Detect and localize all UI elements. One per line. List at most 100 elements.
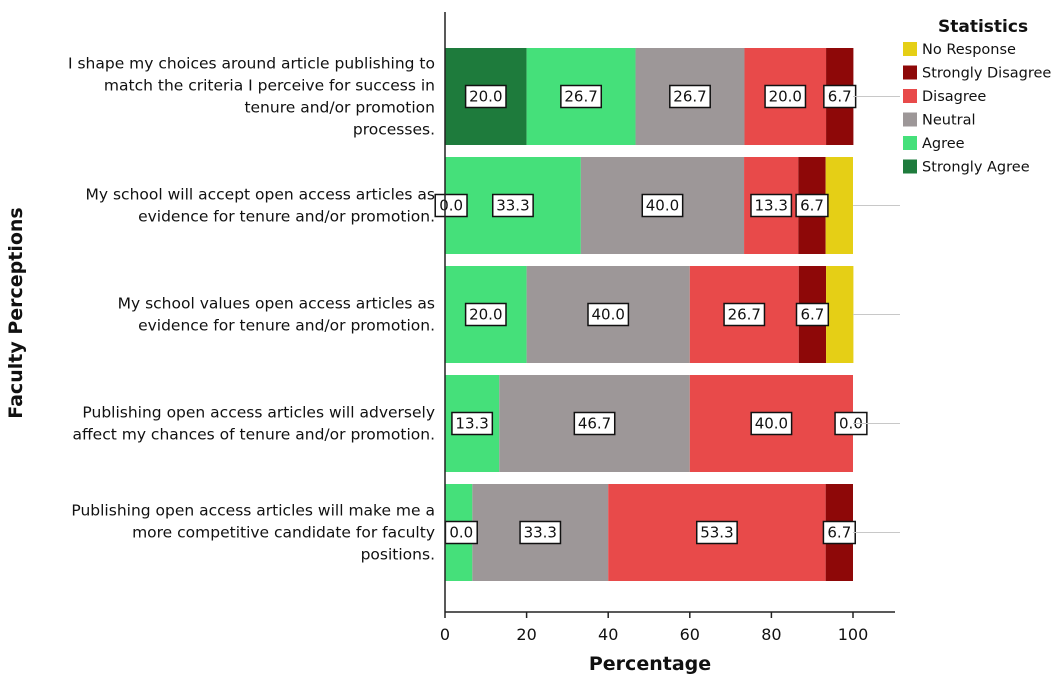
x-tick-label: 0 xyxy=(440,625,450,644)
data-label-text: 33.3 xyxy=(524,524,557,542)
data-label: 6.7 xyxy=(795,193,829,218)
data-label: 20.0 xyxy=(764,84,807,109)
category-label: My school will accept open access articl… xyxy=(86,186,436,226)
legend-title: Statistics xyxy=(938,17,1028,37)
category-label: My school values open access articles as… xyxy=(118,295,435,335)
category-label-line: Publishing open access articles will adv… xyxy=(82,404,435,422)
x-tick-label: 60 xyxy=(680,625,700,644)
category-label-line: processes. xyxy=(353,121,435,139)
data-label-box xyxy=(795,193,829,218)
data-label-box xyxy=(464,302,507,327)
axes-layer: 0 20 40 60 80 100 xyxy=(440,12,900,644)
data-label-box xyxy=(641,193,684,218)
category-labels-layer: I shape my choices around article publis… xyxy=(68,55,435,564)
data-label: 33.3 xyxy=(491,193,534,218)
legend-swatch xyxy=(903,65,917,80)
category-label-line: Publishing open access articles will mak… xyxy=(71,502,435,520)
legend-swatch xyxy=(903,136,917,150)
data-label: 26.7 xyxy=(560,84,603,109)
data-label-text: 0.0 xyxy=(839,415,863,433)
data-label-box xyxy=(669,84,711,109)
data-label-box xyxy=(587,302,630,327)
data-label-text: 40.0 xyxy=(646,197,679,215)
category-label-line: evidence for tenure and/or promotion. xyxy=(138,208,435,226)
data-label: 13.3 xyxy=(750,193,793,218)
data-label: 40.0 xyxy=(750,411,793,436)
category-label-line: more competitive candidate for faculty xyxy=(132,524,435,542)
data-label-text: 6.7 xyxy=(828,88,852,106)
legend: Statistics No Response Strongly Disagree D… xyxy=(903,17,1051,176)
legend-label: Agree xyxy=(922,136,965,152)
data-label: 46.7 xyxy=(573,411,616,436)
data-label-text: 20.0 xyxy=(469,88,502,106)
data-label: 13.3 xyxy=(451,411,494,436)
data-label-box xyxy=(451,411,494,436)
data-label: 0.0 xyxy=(434,193,468,218)
data-label-text: 6.7 xyxy=(800,306,824,324)
data-label-text: 26.7 xyxy=(564,88,597,106)
category-label-line: positions. xyxy=(361,546,435,564)
x-tick-label: 40 xyxy=(598,625,618,644)
data-label-box xyxy=(491,193,534,218)
data-label-text: 40.0 xyxy=(591,306,624,324)
data-label-box xyxy=(464,84,507,109)
category-label: I shape my choices around article publis… xyxy=(68,55,435,139)
data-label-box xyxy=(560,84,603,109)
data-label-text: 13.3 xyxy=(754,197,787,215)
category-label-line: evidence for tenure and/or promotion. xyxy=(138,317,435,335)
data-label-text: 13.3 xyxy=(455,415,488,433)
data-label: 26.7 xyxy=(723,302,766,327)
data-label-box xyxy=(750,193,793,218)
data-label: 20.0 xyxy=(464,84,507,109)
x-tick-label: 20 xyxy=(516,625,536,644)
category-label-line: My school will accept open access articl… xyxy=(86,186,436,204)
data-labels-layer: 20.0 26.7 26.7 20.0 6.7 33.3 40.0 13.3 6.7 20.0 40… xyxy=(434,84,868,545)
data-label: 6.7 xyxy=(823,84,857,109)
data-label-text: 20.0 xyxy=(769,88,802,106)
y-axis-title: Faculty Perceptions xyxy=(5,207,27,419)
category-label-line: tenure and/or promotion xyxy=(244,99,435,117)
data-label: 33.3 xyxy=(519,520,562,545)
data-label: 53.3 xyxy=(695,520,738,545)
data-label-text: 6.7 xyxy=(800,197,824,215)
data-label-box xyxy=(750,411,793,436)
data-label: 0.0 xyxy=(444,520,478,545)
data-label-text: 0.0 xyxy=(439,197,463,215)
data-label-text: 26.7 xyxy=(728,306,761,324)
legend-swatch xyxy=(903,42,917,56)
legend-swatch xyxy=(903,159,917,174)
data-label-text: 46.7 xyxy=(578,415,611,433)
data-label: 26.7 xyxy=(669,84,711,109)
bar-segment xyxy=(825,157,853,254)
legend-label: Strongly Disagree xyxy=(922,66,1051,82)
data-label-text: 53.3 xyxy=(700,524,733,542)
data-label-box xyxy=(764,84,807,109)
legend-label: Disagree xyxy=(922,89,986,105)
data-label: 6.7 xyxy=(822,520,856,545)
data-label-text: 26.7 xyxy=(673,88,706,106)
data-label: 20.0 xyxy=(464,302,507,327)
data-label: 40.0 xyxy=(587,302,630,327)
x-tick-label: 80 xyxy=(761,625,781,644)
data-label-text: 20.0 xyxy=(469,306,502,324)
data-label-box xyxy=(695,520,738,545)
category-label-line: I shape my choices around article publis… xyxy=(68,55,435,73)
x-axis-title: Percentage xyxy=(589,653,711,675)
category-label-line: match the criteria I perceive for succes… xyxy=(104,77,435,95)
data-label-text: 0.0 xyxy=(449,524,473,542)
data-label-text: 6.7 xyxy=(827,524,851,542)
data-label-box xyxy=(434,193,468,218)
category-label-line: My school values open access articles as xyxy=(118,295,435,313)
bar-segment xyxy=(826,266,854,363)
data-label-box xyxy=(723,302,766,327)
data-label-box xyxy=(519,520,562,545)
legend-label: No Response xyxy=(922,42,1016,58)
data-label-box xyxy=(795,302,830,327)
data-label-box xyxy=(573,411,616,436)
legend-label: Neutral xyxy=(922,113,976,129)
legend-swatch xyxy=(903,89,917,103)
data-label: 6.7 xyxy=(795,302,830,327)
category-label: Publishing open access articles will mak… xyxy=(71,502,435,564)
category-label-line: affect my chances of tenure and/or promo… xyxy=(72,426,435,444)
